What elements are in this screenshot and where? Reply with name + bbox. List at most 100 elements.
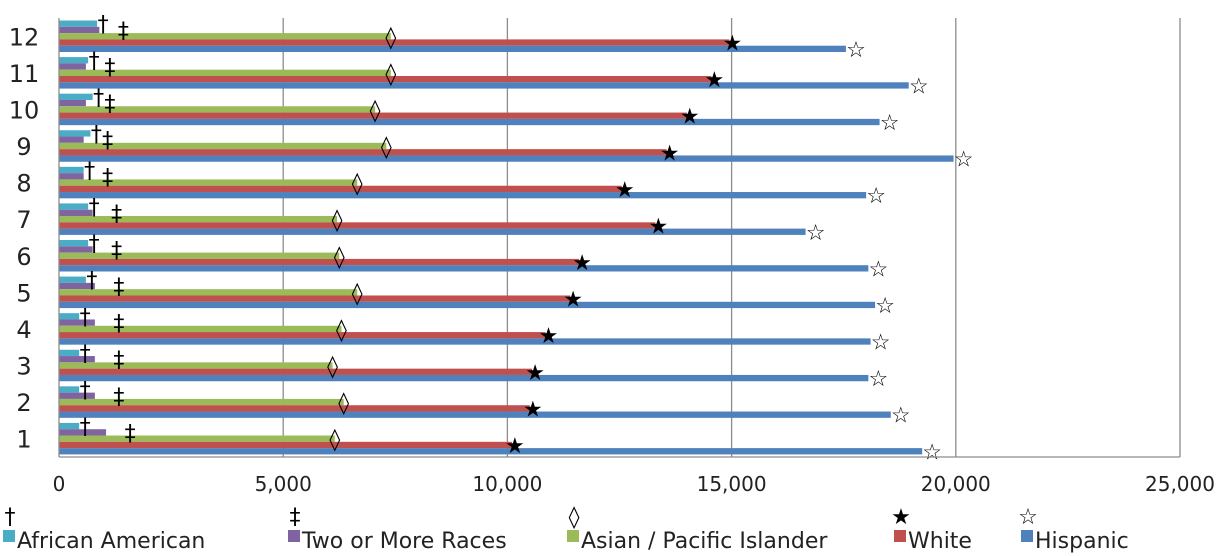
legend-label: African American [17, 529, 205, 554]
bar-marker: ☆ [846, 38, 866, 63]
x-tick-label: 15,000 [697, 472, 767, 496]
bar-marker: † [89, 49, 100, 74]
bar [59, 392, 95, 399]
bar [59, 422, 80, 430]
bar-marker: † [98, 13, 109, 38]
bar [59, 142, 387, 150]
legend-label: White [908, 529, 972, 554]
bar [59, 405, 530, 412]
legend-item: ‡Two or More Races [288, 505, 507, 554]
bar [59, 398, 344, 406]
legend-label: Two or More Races [301, 529, 507, 554]
bar [59, 411, 891, 418]
bar-marker: ☆ [868, 367, 888, 392]
bar [59, 295, 571, 302]
bar-marker: † [80, 305, 91, 330]
bar [59, 386, 80, 393]
bar [59, 338, 871, 345]
y-tick-label: 5 [16, 279, 31, 307]
bar-marker: ☆ [880, 111, 900, 136]
y-tick-label: 2 [16, 389, 31, 417]
bar-marker: ☆ [871, 331, 891, 356]
bar [59, 75, 712, 83]
bar [59, 356, 95, 363]
legend-swatch [288, 530, 300, 542]
bar-marker: ◊ [334, 245, 345, 270]
bar [59, 82, 909, 89]
legend-marker: † [5, 505, 16, 530]
bar-marker: ◊ [385, 25, 396, 50]
bar [59, 33, 391, 40]
x-tick-label: 25,000 [1145, 472, 1215, 496]
bar [59, 222, 656, 229]
bar [59, 349, 80, 357]
y-tick-label: 11 [9, 60, 40, 88]
bar-marker: † [84, 159, 95, 184]
bar [59, 362, 333, 369]
bar [59, 276, 86, 283]
bar [59, 246, 93, 253]
bar [59, 240, 89, 247]
bar-marker: ★ [572, 251, 592, 276]
bar-marker: ‡ [104, 56, 115, 81]
axes: 0 5,000 10,000 15,000 20,000 25,0001234567891… [9, 18, 1215, 496]
legend-item: †African American [3, 505, 205, 554]
bar [59, 368, 533, 375]
bar-marker: † [93, 86, 104, 111]
bar-marker: † [80, 378, 91, 403]
bar [59, 130, 91, 137]
bar [59, 325, 342, 333]
bar-marker: ‡ [111, 238, 122, 263]
bar-marker: ◊ [329, 428, 340, 453]
bar [59, 26, 100, 34]
bar [59, 319, 95, 326]
bar-marker: ★ [660, 141, 680, 166]
bar [59, 63, 86, 70]
bar-marker: ☆ [909, 74, 929, 99]
legend-label: Hispanic [1035, 529, 1129, 554]
series-markers: † ‡ ◊ ★ ☆† ‡ ◊ ★ ☆† ‡ ◊ ★ ☆† ‡ ◊ ★ ☆† ‡ ◊ ★ ☆† ‡ ◊ ★ ☆† ‡ ◊ ★ ☆† ‡ ◊ ★ ☆… [80, 13, 974, 466]
bar-marker: † [89, 232, 100, 257]
legend-swatch [3, 530, 15, 542]
bar-marker: ◊ [352, 172, 363, 197]
bar-marker: ‡ [102, 129, 113, 154]
bar [59, 429, 107, 436]
bar [59, 192, 867, 199]
bar [59, 301, 876, 309]
bar [59, 258, 580, 266]
bar-marker: ★ [615, 178, 635, 203]
bar-marker: ◊ [370, 98, 381, 123]
bar-marker: ★ [563, 288, 583, 313]
bar [59, 20, 98, 27]
bar-marker: ★ [539, 324, 559, 349]
bar-marker: ☆ [954, 148, 974, 173]
bar-marker: ☆ [875, 294, 895, 319]
legend-marker: ‡ [290, 505, 301, 530]
y-tick-label: 9 [16, 133, 31, 161]
bar [59, 93, 93, 100]
bar-marker: † [91, 122, 102, 147]
bar-marker: ★ [505, 434, 525, 459]
bar-marker: ‡ [102, 165, 113, 190]
bar-marker: ‡ [113, 348, 124, 373]
bar [59, 118, 880, 126]
bar [59, 203, 89, 210]
bar-marker: † [86, 269, 97, 294]
bar [59, 448, 923, 455]
bar-marker: ☆ [866, 184, 886, 209]
legend-item: ☆Hispanic [1018, 505, 1129, 554]
bar-marker: ★ [722, 32, 742, 57]
bar [59, 69, 391, 76]
legend-swatch [567, 530, 579, 542]
bar [59, 435, 335, 442]
bar [59, 209, 93, 217]
bar-marker: ★ [705, 68, 725, 93]
bar-marker: ◊ [338, 391, 349, 416]
legend-marker: ◊ [569, 505, 580, 530]
bar [59, 173, 84, 180]
bar [59, 313, 80, 320]
bar [59, 441, 512, 449]
bar-marker: ◊ [352, 281, 363, 306]
bar-marker: ◊ [385, 62, 396, 87]
